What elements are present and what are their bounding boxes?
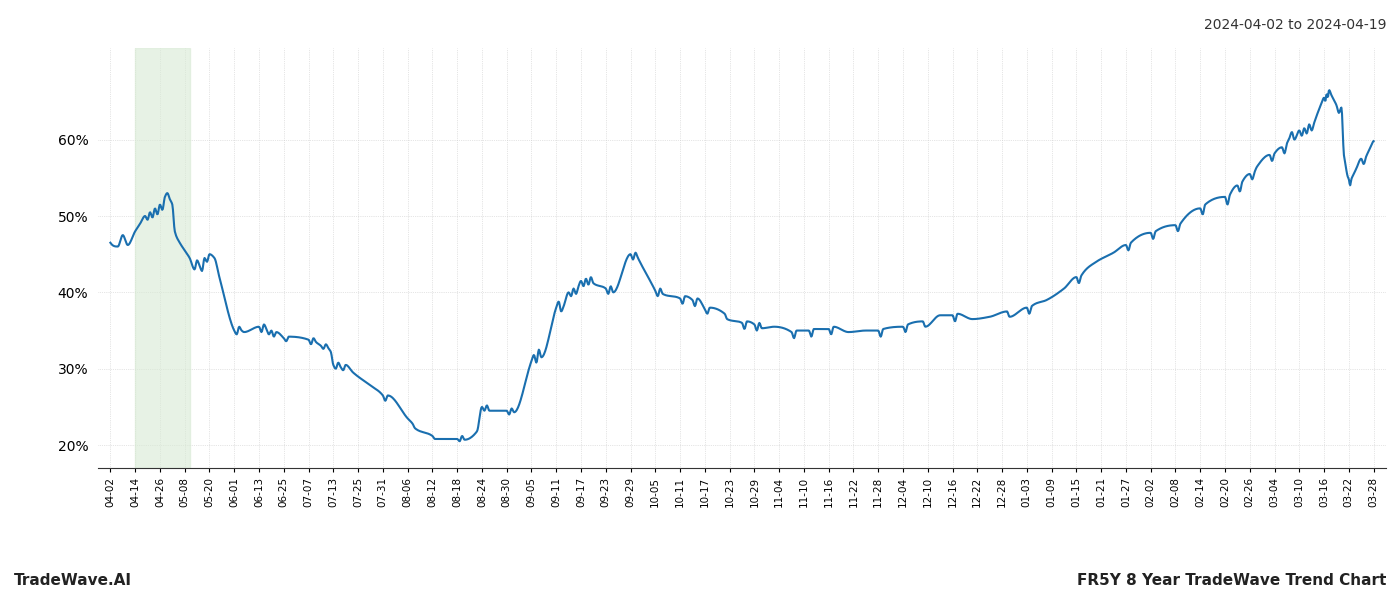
Text: 2024-04-02 to 2024-04-19: 2024-04-02 to 2024-04-19 <box>1204 18 1386 32</box>
Text: FR5Y 8 Year TradeWave Trend Chart: FR5Y 8 Year TradeWave Trend Chart <box>1077 573 1386 588</box>
Text: TradeWave.AI: TradeWave.AI <box>14 573 132 588</box>
Bar <box>136 48 189 468</box>
